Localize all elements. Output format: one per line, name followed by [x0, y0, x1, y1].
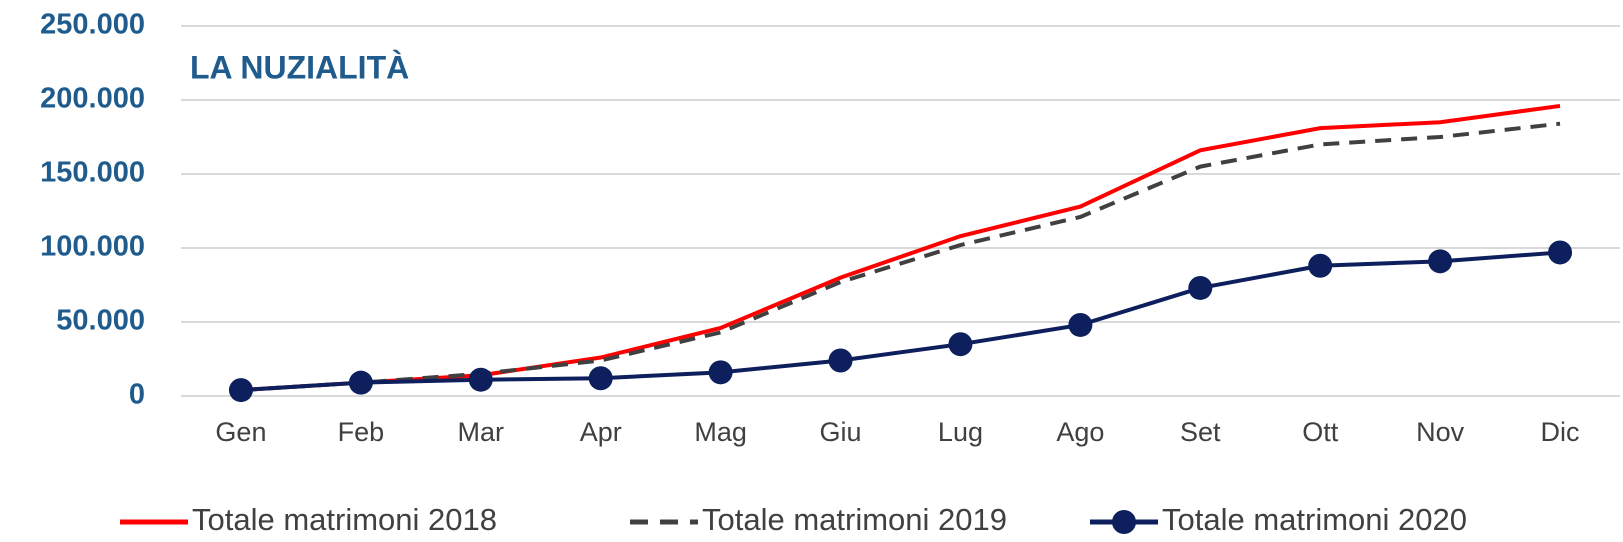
point — [468, 367, 493, 392]
x-tick-label: Lug — [938, 417, 983, 447]
point — [588, 366, 613, 391]
point — [1188, 275, 1213, 300]
point — [708, 360, 733, 385]
x-tick-label: Gen — [215, 417, 266, 447]
point — [348, 370, 373, 395]
legend-label: Totale matrimoni 2019 — [702, 502, 1007, 537]
x-tick-label: Mag — [694, 417, 747, 447]
series-line — [240, 121, 1561, 393]
legend-label: Totale matrimoni 2018 — [192, 502, 497, 537]
point — [1308, 253, 1333, 278]
point — [228, 378, 253, 403]
y-tick-label: 50.000 — [56, 305, 145, 337]
chart-title: LA NUZIALITÀ — [190, 49, 409, 85]
point — [1068, 312, 1093, 337]
x-tick-label: Nov — [1416, 417, 1465, 447]
point — [948, 332, 973, 357]
point — [828, 348, 853, 373]
x-tick-label: Dic — [1541, 417, 1580, 447]
x-tick-label: Apr — [580, 417, 622, 447]
series-line — [240, 250, 1561, 393]
y-tick-label: 100.000 — [40, 231, 145, 263]
y-tick-label: 200.000 — [40, 83, 145, 115]
point — [1428, 249, 1453, 274]
y-tick-label: 250.000 — [40, 9, 145, 41]
x-tick-label: Mar — [458, 417, 505, 447]
x-tick-label: Giu — [820, 417, 862, 447]
legend-marker — [1112, 510, 1136, 534]
y-tick-label: 0 — [129, 379, 145, 411]
point — [1548, 240, 1573, 265]
y-tick-label: 150.000 — [40, 157, 145, 189]
x-tick-label: Feb — [338, 417, 385, 447]
x-tick-label: Ott — [1302, 417, 1339, 447]
x-tick-label: Ago — [1056, 417, 1104, 447]
x-tick-label: Set — [1180, 417, 1221, 447]
legend-label: Totale matrimoni 2020 — [1162, 502, 1467, 537]
